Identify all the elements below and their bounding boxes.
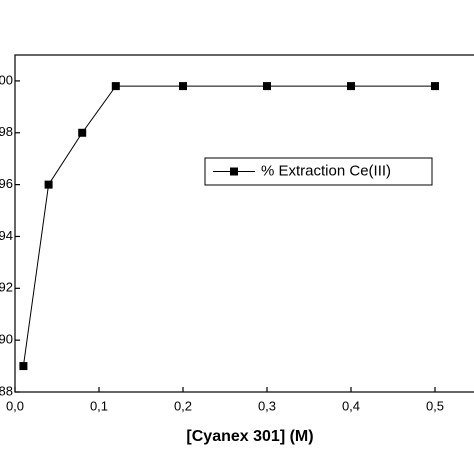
data-point (179, 82, 187, 91)
y-tick-label: 88 (0, 383, 13, 398)
data-point (347, 82, 355, 91)
y-tick-label: 94 (0, 228, 13, 243)
plot-frame (14, 54, 474, 393)
data-point (111, 82, 120, 91)
x-tick-label: 0,0 (6, 398, 24, 413)
x-tick-label: 0,1 (90, 398, 108, 413)
y-tick-label: 100 (0, 72, 13, 87)
y-tick-label: 96 (0, 176, 13, 191)
data-point (44, 180, 53, 189)
data-point (78, 128, 87, 137)
data-point (263, 82, 271, 91)
x-axis-label: [Cyanex 301] (M) (186, 428, 313, 445)
x-tick-label: 0,3 (258, 398, 276, 413)
y-tick-label: 90 (0, 332, 13, 347)
data-point (431, 82, 439, 91)
y-tick-label: 92 (0, 280, 13, 295)
data-point (19, 362, 28, 371)
x-tick-label: 0,5 (426, 398, 444, 413)
legend-label: % Extraction Ce(III) (261, 162, 391, 179)
x-tick-label: 0,2 (174, 398, 192, 413)
data-line (22, 85, 435, 367)
legend-marker (230, 167, 238, 176)
y-tick-label: 98 (0, 124, 13, 139)
x-tick-label: 0,4 (342, 398, 360, 413)
